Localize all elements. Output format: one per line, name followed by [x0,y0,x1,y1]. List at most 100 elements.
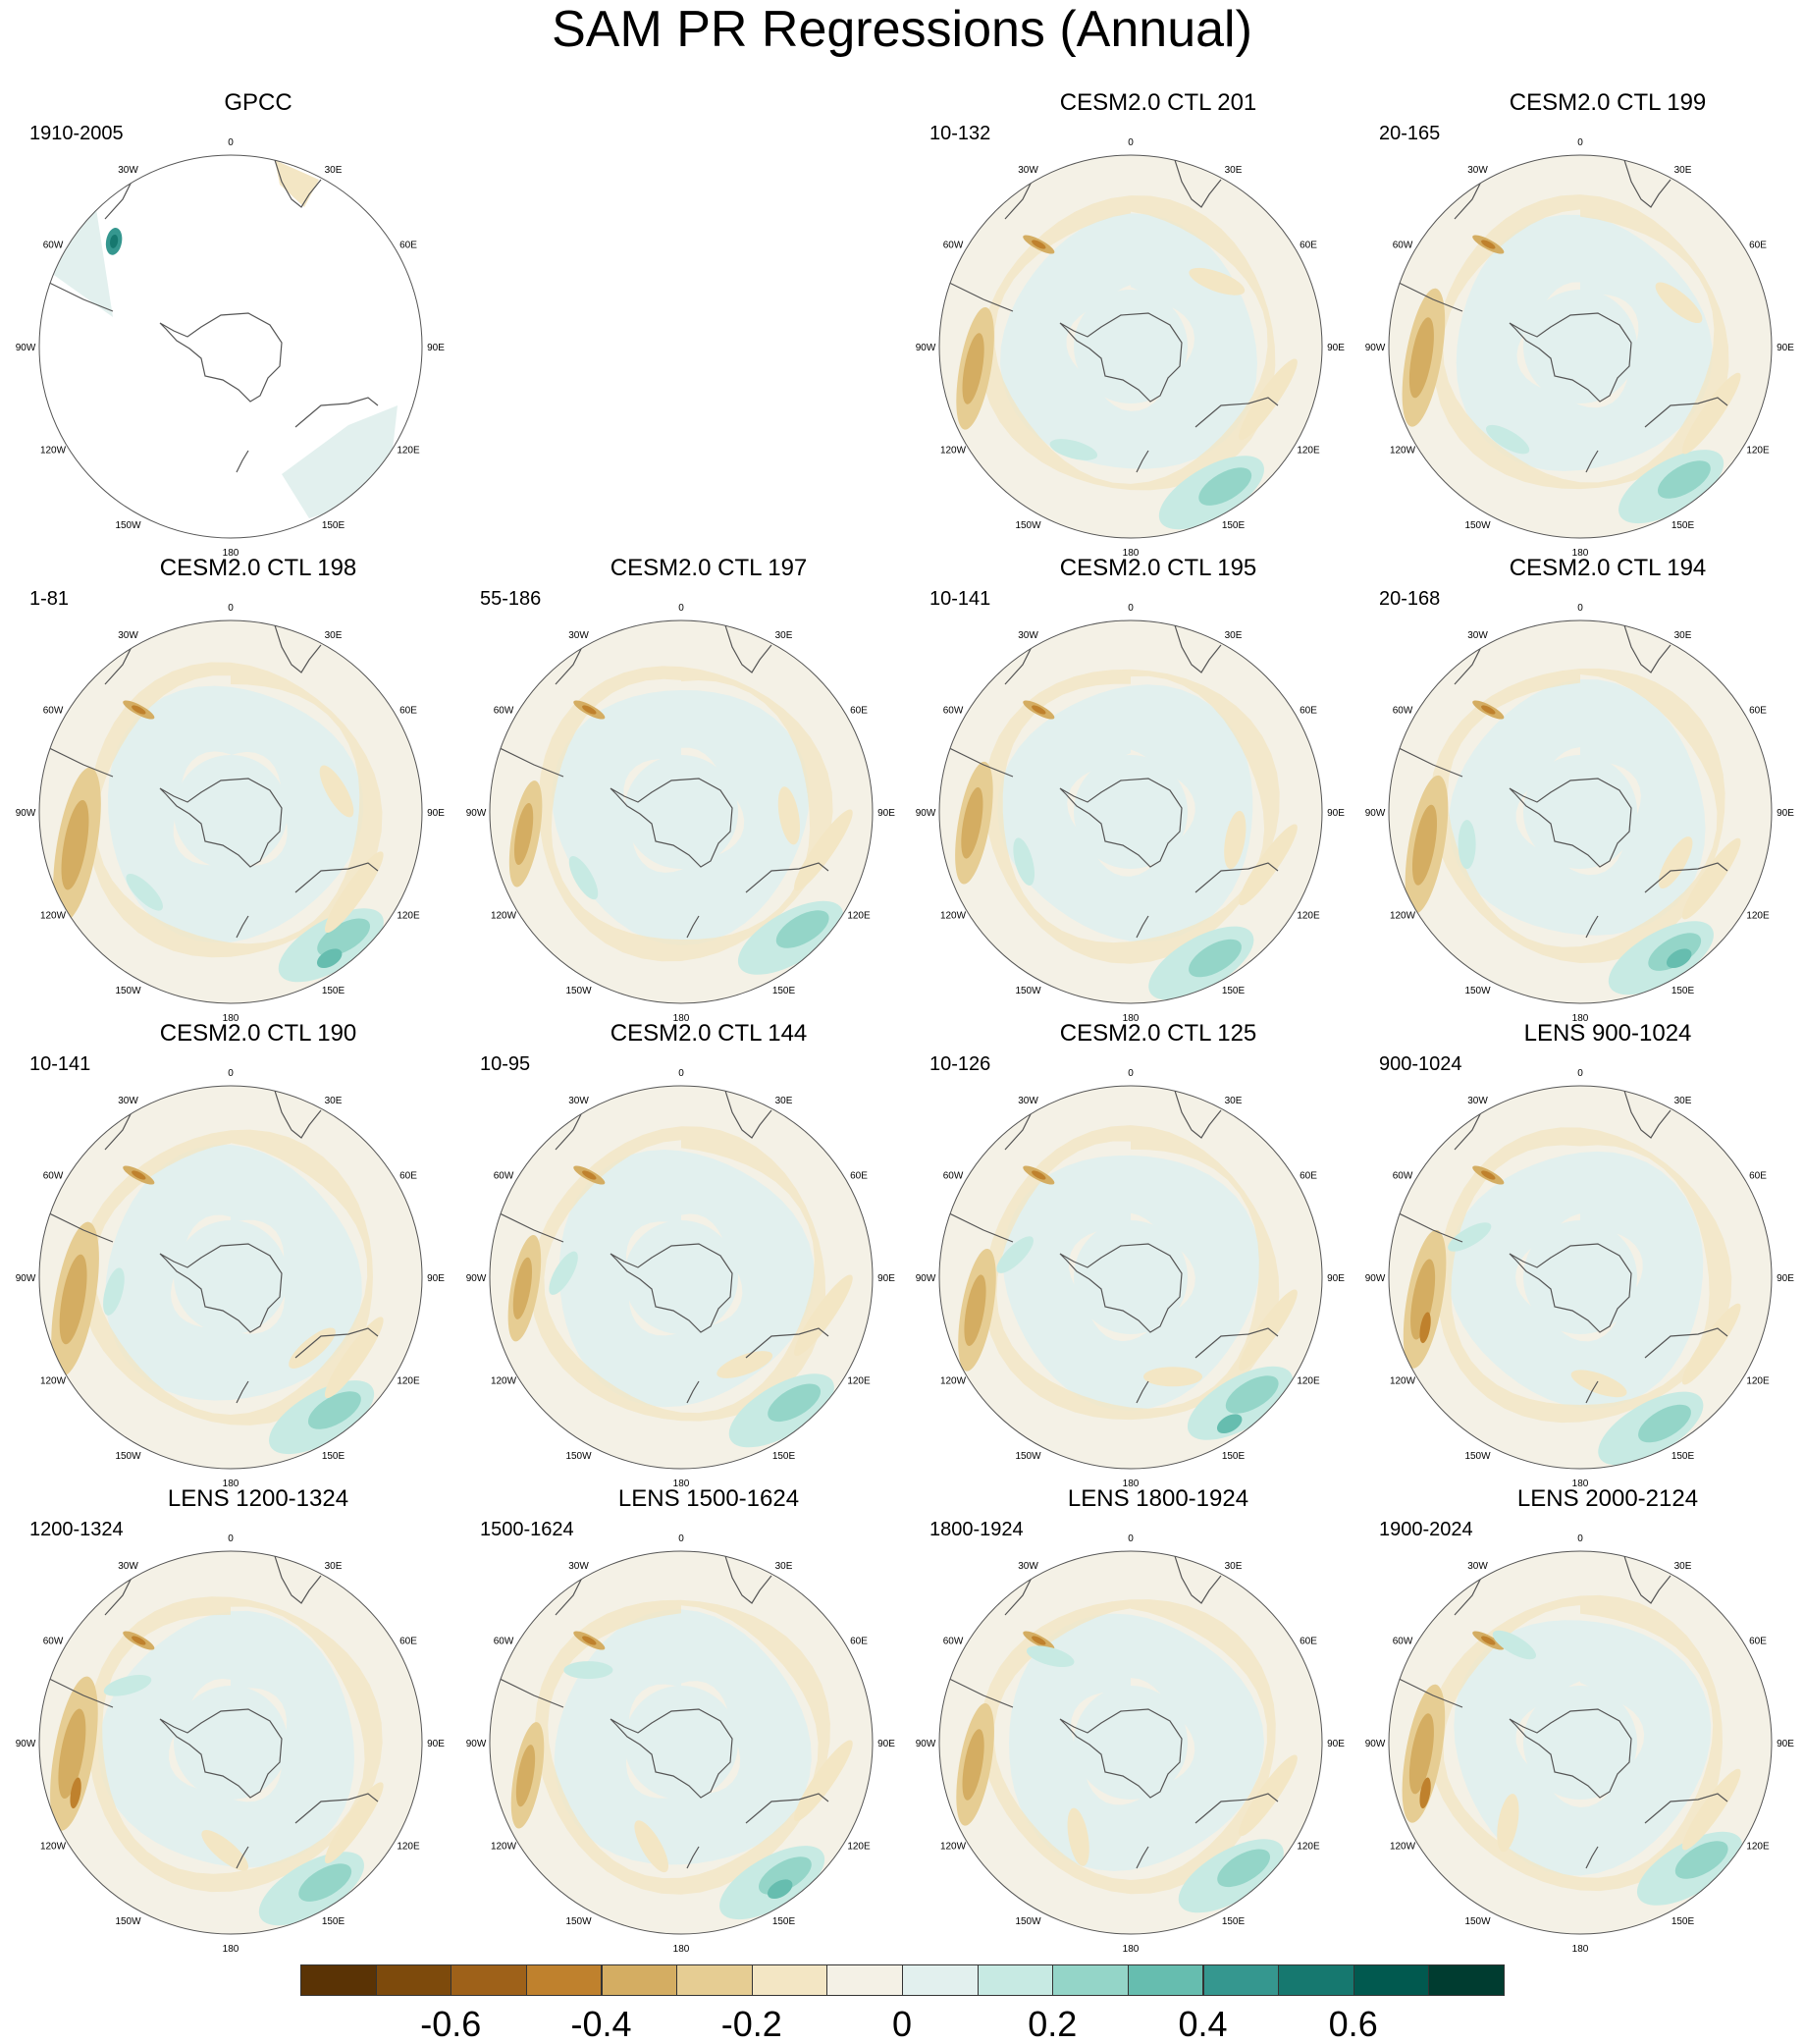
anomaly-patch [1655,282,1703,324]
coastlines [1389,155,1728,473]
longitude-label: 150E [1222,1916,1246,1927]
polar-cap [1074,1686,1188,1800]
positive-ring [1449,679,1706,936]
longitude-label: 120W [940,1842,967,1853]
anomaly-patch [1481,705,1496,715]
africa-coast [1174,159,1222,208]
colorbar-box [451,1964,527,1996]
longitude-label: 30E [1674,165,1692,176]
longitude-label: 90W [1365,808,1386,819]
peninsula-coast [939,1673,1014,1708]
longitude-label: 120E [1746,1376,1770,1387]
anomaly-patch [512,1257,533,1319]
map-boundary [489,1085,874,1470]
map-panel: LENS 1500-1624 1500-1624 0 30E 60E 90E 120E 150… [466,1484,910,1955]
longitude-label: 60E [399,1637,417,1647]
longitude-label: 30W [1467,1096,1488,1106]
map-field [490,1086,873,1469]
longitude-label: 60W [943,1637,964,1647]
colorbar-tick-label: 0 [891,2004,913,2044]
anomaly-patch [58,1708,86,1800]
longitude-label: 90W [916,1273,936,1284]
anomaly-patch [962,1729,984,1801]
australia-coast [294,862,379,893]
map-boundary [938,1085,1323,1470]
longitude-label: 120E [847,911,871,922]
new-zealand-coast [686,1846,700,1869]
anomaly-patch [1217,1849,1271,1888]
map-boundary [489,1550,874,1935]
longitude-label: 90W [16,1739,36,1749]
longitude-label: 150E [1671,1916,1695,1927]
anomaly-patch [1408,317,1434,399]
anomaly-patch [996,1236,1034,1273]
longitude-label: 60W [43,706,64,717]
anomaly-patch [794,1740,853,1822]
longitude-label: 120W [1390,1376,1416,1387]
anomaly-patch [1067,1807,1089,1866]
longitude-label: 150E [322,986,345,996]
antarctica-coast [1059,1243,1183,1333]
coastlines [39,620,379,939]
map-field [1389,155,1772,538]
longitude-label: 30E [325,630,343,641]
longitude-label: 60E [1300,1637,1317,1647]
polar-map: 0 30E 60E 90E 120E 150E 180 150W 120W 90W 60W 30W [1365,137,1795,559]
longitude-label: 150W [565,1916,592,1927]
panel-period: 10-126 [929,1053,991,1075]
new-zealand-coast [236,915,249,939]
panel-period: 10-95 [480,1053,531,1075]
map-field [939,1551,1322,1934]
longitude-label: 180 [673,1479,690,1489]
positive-ring [98,1610,355,1868]
longitude-label: 30E [325,1561,343,1572]
longitude-label: 120W [40,1842,67,1853]
longitude-label: 180 [223,1479,239,1489]
anomaly-patch [324,1782,384,1864]
longitude-label: 180 [1572,1013,1589,1024]
map-boundary [938,619,1323,1004]
longitude-label: 90E [1777,343,1794,353]
antarctica-coast [1509,778,1632,868]
longitude-label: 90E [1327,343,1345,353]
peninsula-coast [939,742,1014,778]
anomaly-patch [319,765,354,818]
new-zealand-coast [236,1846,249,1869]
anomaly-patch [59,1254,87,1345]
longitude-label: 120E [397,1376,420,1387]
anomaly-patch [1032,1636,1046,1645]
longitude-label: 120W [491,1376,517,1387]
anomaly-patch [298,1863,352,1902]
longitude-label: 150W [115,1451,141,1462]
longitude-label: 30E [325,1096,343,1106]
peninsula-coast [1389,1208,1463,1243]
longitude-label: 30W [568,630,589,641]
longitude-label: 150W [565,1451,592,1462]
anomaly-patch [103,1674,152,1696]
anomaly-patch [1032,240,1046,249]
africa-coast [1623,1090,1671,1139]
map-field [1389,1551,1772,1934]
map-boundary [1388,1550,1773,1935]
longitude-label: 90E [877,1739,895,1749]
map-panel: CESM2.0 CTL 144 10-95 0 30E 60E 90E 120E 150E 18… [466,1019,910,1489]
panel-period: 1500-1624 [480,1519,574,1540]
anomaly-patch [716,1351,773,1378]
anomaly-patch [962,333,984,404]
antarctica-coast [1059,1708,1183,1799]
map-panel: CESM2.0 CTL 199 20-165 0 30E 60E 90E 120E 150E 1… [1365,88,1804,559]
longitude-label: 150E [322,520,345,531]
anomaly-patch [1657,460,1711,499]
longitude-label: 180 [1123,1479,1140,1489]
longitude-label: 90W [16,343,36,353]
africa-coast [274,624,322,673]
panel-period: 55-186 [480,588,542,610]
australia-coast [1644,1327,1728,1359]
map-panel: LENS 1800-1924 1800-1924 0 30E 60E 90E 120E 150… [916,1484,1359,1955]
panel-title: CESM2.0 CTL 197 [610,555,808,581]
longitude-label: 60E [1300,1171,1317,1182]
longitude-label: 90W [916,808,936,819]
map-boundary [1388,619,1773,1004]
anomaly-patch [1481,1170,1496,1180]
colorbar-tick-label: -0.6 [420,2004,482,2044]
